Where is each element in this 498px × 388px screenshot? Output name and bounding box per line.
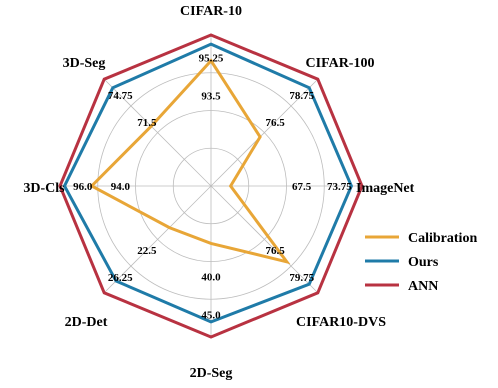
tick-label-5: 73.75: [327, 181, 352, 193]
axis-label-4: CIFAR10-DVS: [296, 315, 386, 330]
spoke-line-6: [103, 185, 212, 294]
radar-tick-labels: 95.25 93.5 78.75 76.5 73.75 67.5 79.75 76.5 45.0…: [73, 53, 352, 322]
tick-label-14: 94.0: [111, 181, 131, 193]
tick-label-1: 95.25: [199, 53, 224, 65]
axis-label-1: CIFAR-10: [180, 4, 242, 19]
legend-label-ours: Ours: [408, 255, 439, 270]
tick-label-2: 93.5: [201, 90, 221, 102]
tick-label-10: 40.0: [201, 272, 221, 284]
series-ours-polygon: [62, 42, 354, 324]
tick-label-9: 45.0: [201, 309, 221, 321]
axis-label-3: ImageNet: [356, 181, 415, 196]
radar-series: [58, 33, 364, 339]
axis-label-5: 2D-Seg: [190, 366, 233, 381]
spoke-line-2: [210, 78, 319, 187]
tick-label-4: 76.5: [265, 117, 285, 129]
spoke-line-8: [103, 78, 212, 187]
tick-label-8: 76.5: [265, 245, 285, 257]
tick-label-12: 22.5: [137, 245, 157, 257]
tick-label-15: 74.75: [108, 90, 133, 102]
series-calibration-polygon: [89, 58, 291, 265]
chart-legend: Calibration Ours ANN: [365, 231, 477, 294]
series-ann-polygon: [58, 33, 364, 339]
tick-label-16: 71.5: [137, 117, 157, 129]
axis-label-2: CIFAR-100: [306, 56, 375, 71]
tick-label-7: 79.75: [289, 272, 314, 284]
tick-label-11: 26.25: [108, 272, 133, 284]
axis-label-8: 3D-Seg: [63, 56, 106, 71]
tick-label-6: 67.5: [292, 181, 312, 193]
spoke-line-4: [210, 185, 319, 294]
radar-grid: [60, 35, 362, 337]
legend-label-ann: ANN: [408, 279, 438, 294]
axis-label-6: 2D-Det: [65, 315, 108, 330]
tick-label-3: 78.75: [289, 90, 314, 102]
radar-axis-labels: CIFAR-10 CIFAR-100 ImageNet CIFAR10-DVS 2D-S…: [23, 4, 414, 381]
axis-label-7: 3D-Cls: [23, 181, 65, 196]
tick-label-13: 96.0: [73, 181, 93, 193]
legend-label-calibration: Calibration: [408, 231, 477, 246]
